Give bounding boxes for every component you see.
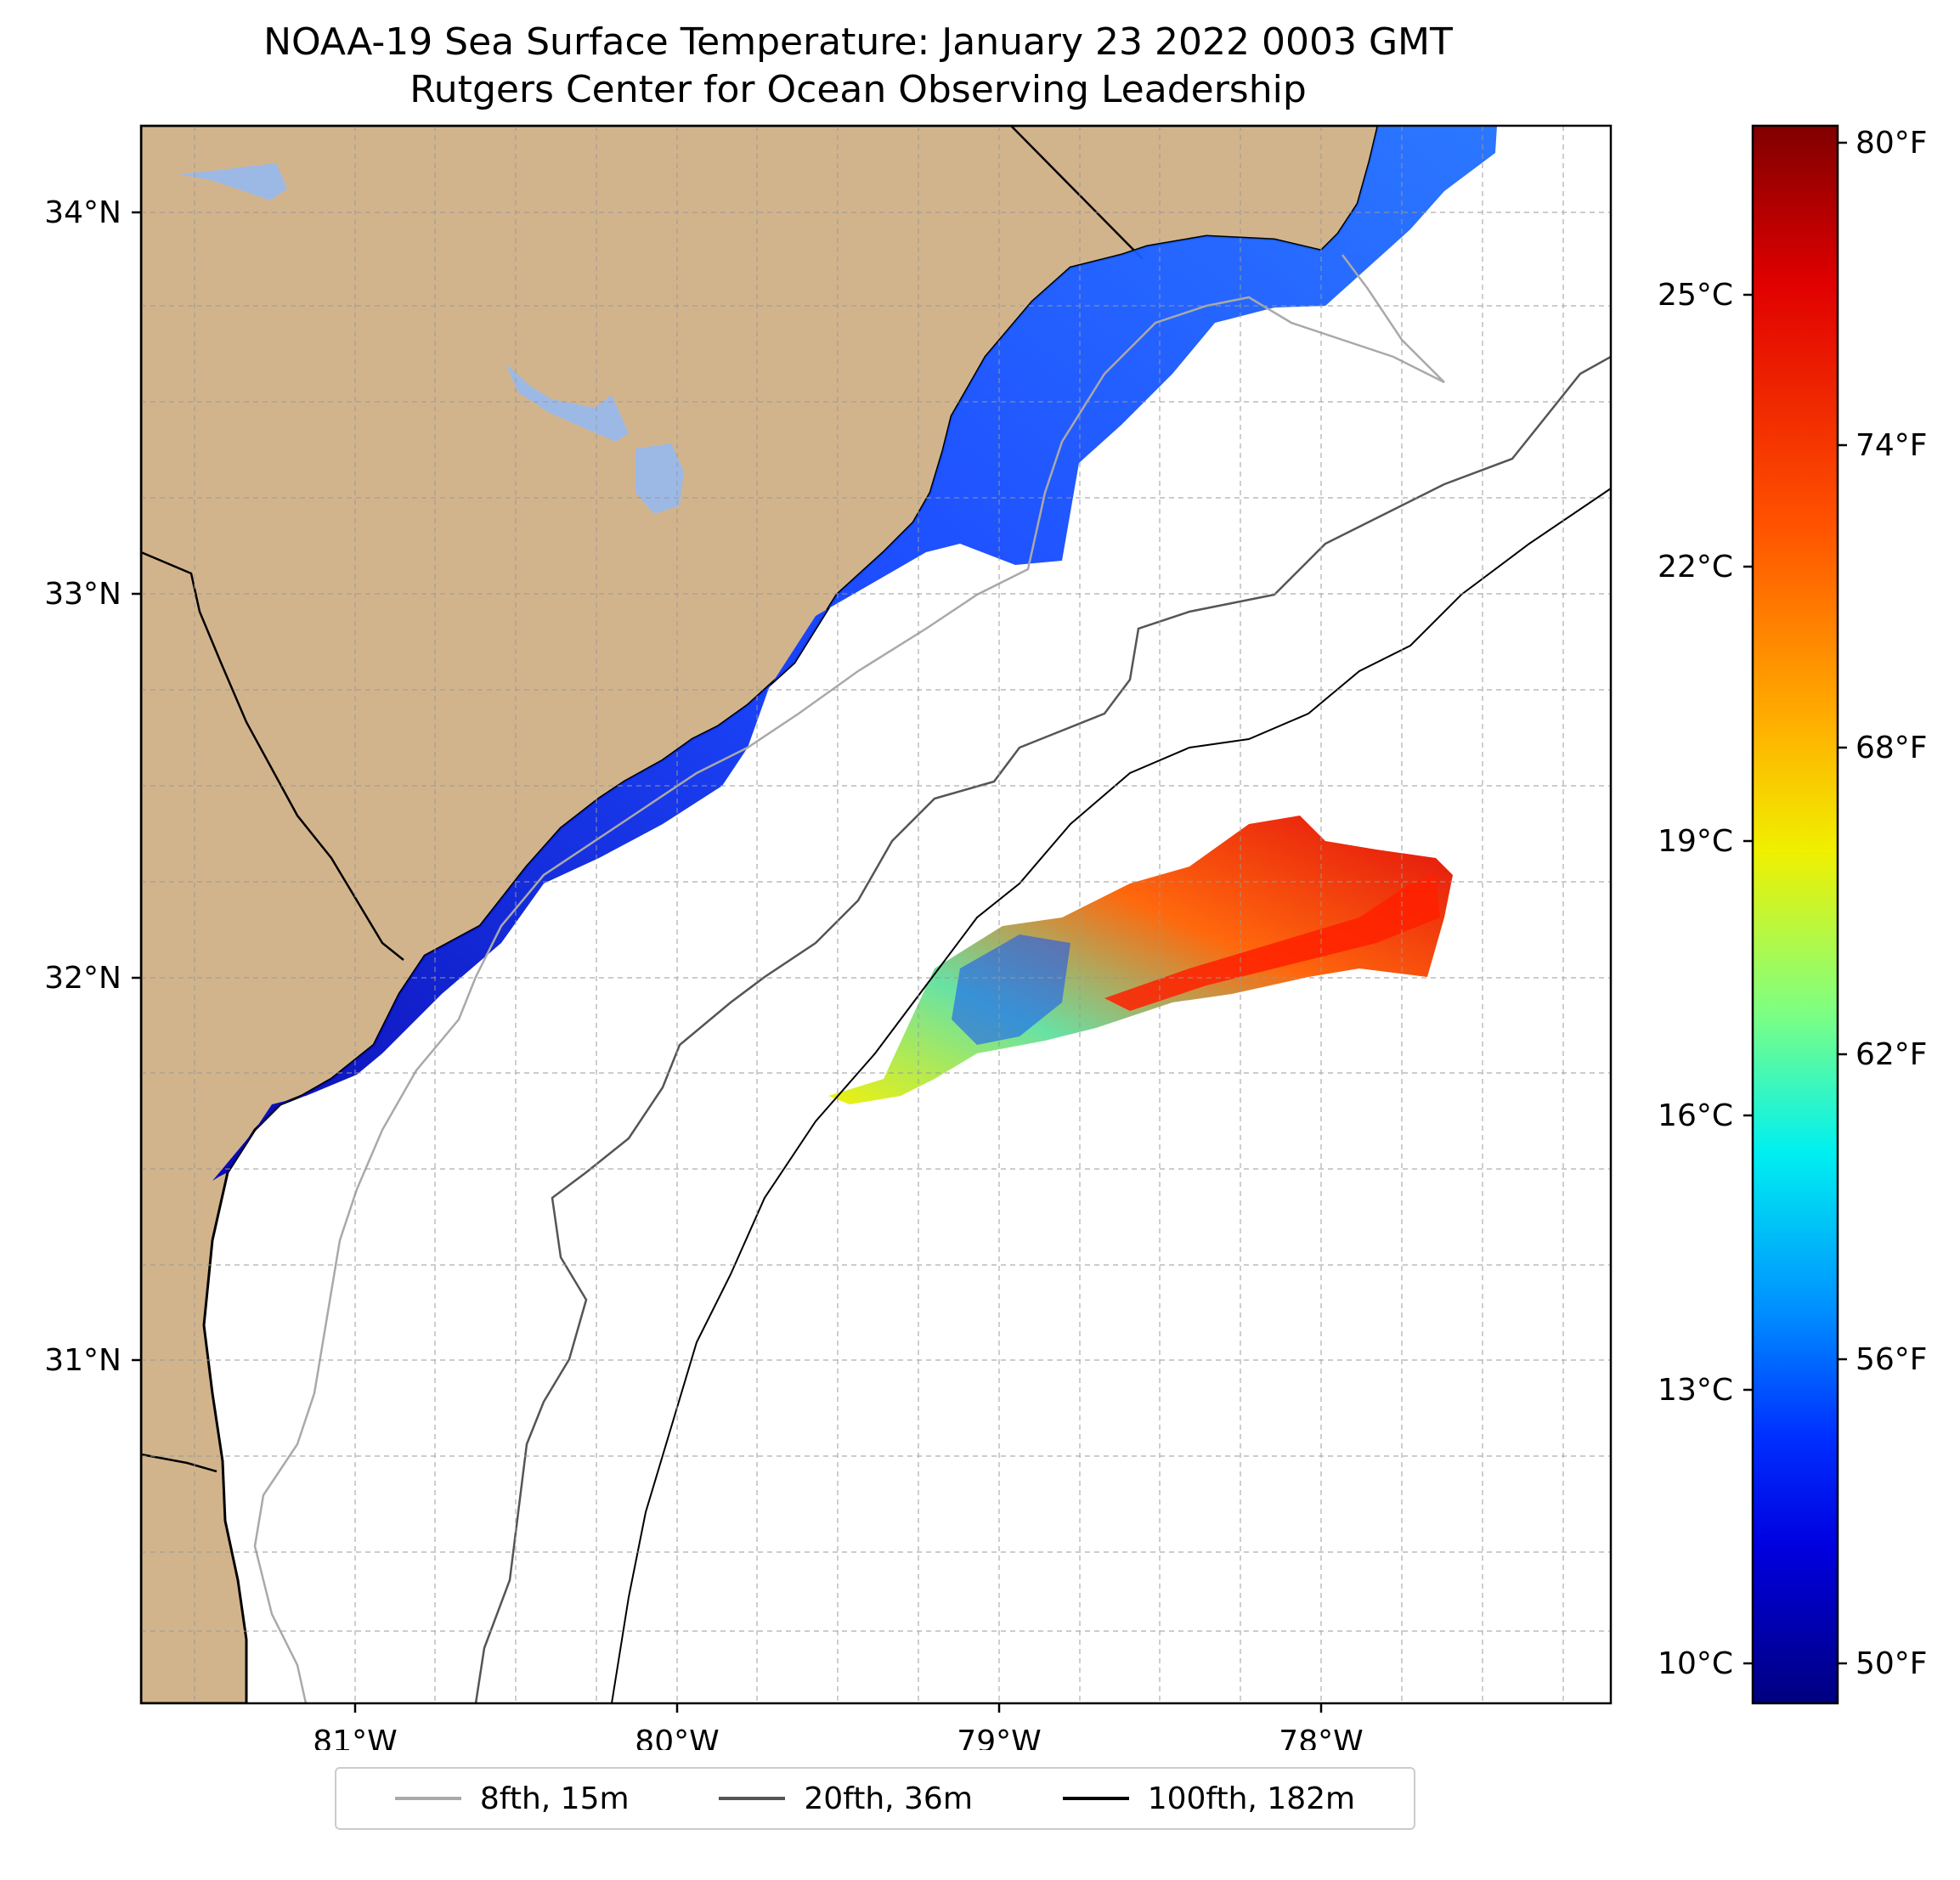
cool-patch-west: [952, 934, 1070, 1045]
cb-fahrenheit-68: 68°F: [1856, 731, 1928, 765]
cb-celsius-19: 19°C: [1658, 824, 1733, 859]
legend-label-8fth: 8fth, 15m: [479, 1781, 630, 1816]
cb-celsius-22: 22°C: [1658, 550, 1733, 584]
lake-small: [635, 443, 684, 514]
coastal-cold-water-band: [212, 126, 1497, 1181]
legend-label-100fth: 100fth, 182m: [1147, 1781, 1356, 1816]
cb-fahrenheit-50: 50°F: [1856, 1646, 1928, 1681]
legend-item-20fth: 20fth, 36m: [719, 1781, 973, 1816]
map-title-line1: NOAA-19 Sea Surface Temperature: January…: [263, 20, 1453, 64]
legend-swatch-20fth: [719, 1797, 786, 1800]
contour-100fth-182m: [611, 488, 1611, 1703]
lat-label-33n: 33°N: [44, 577, 121, 612]
state-border-nc-sc: [1010, 126, 1144, 260]
lake-moultrie-marion: [506, 364, 629, 442]
cb-celsius-10: 10°C: [1658, 1646, 1733, 1681]
legend-label-20fth: 20fth, 36m: [804, 1781, 973, 1816]
bathymetry-legend: 8fth, 15m 20fth, 36m 100fth, 182m: [335, 1767, 1415, 1830]
contour-8fth-15m: [253, 254, 1445, 1703]
cb-fahrenheit-80: 80°F: [1856, 126, 1928, 161]
colorbar: [1751, 124, 1839, 1705]
lat-label-32n: 32°N: [44, 961, 121, 996]
cb-celsius-16: 16°C: [1658, 1098, 1733, 1133]
contour-20fth-36m: [474, 355, 1611, 1703]
gridlines: [141, 126, 1611, 1703]
lon-label-79w: 79°W: [957, 1725, 1041, 1750]
legend-swatch-8fth: [394, 1797, 461, 1800]
sst-map-figure: 34°N 33°N 32°N 31°N 81°W 80°W 79°W 78°W …: [44, 124, 1928, 1750]
cb-celsius-25: 25°C: [1658, 278, 1733, 313]
legend-item-8fth: 8fth, 15m: [394, 1781, 630, 1816]
state-border-sc-ga: [141, 550, 404, 961]
lat-label-31n: 31°N: [44, 1343, 121, 1378]
lon-label-78w: 78°W: [1279, 1725, 1363, 1750]
lon-label-80w: 80°W: [635, 1725, 719, 1750]
cb-fahrenheit-62: 62°F: [1856, 1037, 1928, 1072]
map-title-line2: Rutgers Center for Ocean Observing Leade…: [410, 68, 1307, 111]
lat-label-34n: 34°N: [44, 195, 121, 230]
lake-northwest: [178, 163, 287, 200]
map-plot-area: [141, 126, 1611, 1703]
legend-item-100fth: 100fth, 182m: [1062, 1781, 1356, 1816]
cb-fahrenheit-74: 74°F: [1856, 428, 1928, 463]
lon-label-81w: 81°W: [313, 1725, 397, 1750]
legend-swatch-100fth: [1062, 1797, 1129, 1800]
state-border-fl-ga: [141, 1453, 217, 1473]
cb-celsius-13: 13°C: [1658, 1373, 1733, 1408]
cb-fahrenheit-56: 56°F: [1856, 1342, 1928, 1377]
map-frame: [139, 124, 1613, 1705]
warm-core-red-streak: [1104, 875, 1440, 1011]
